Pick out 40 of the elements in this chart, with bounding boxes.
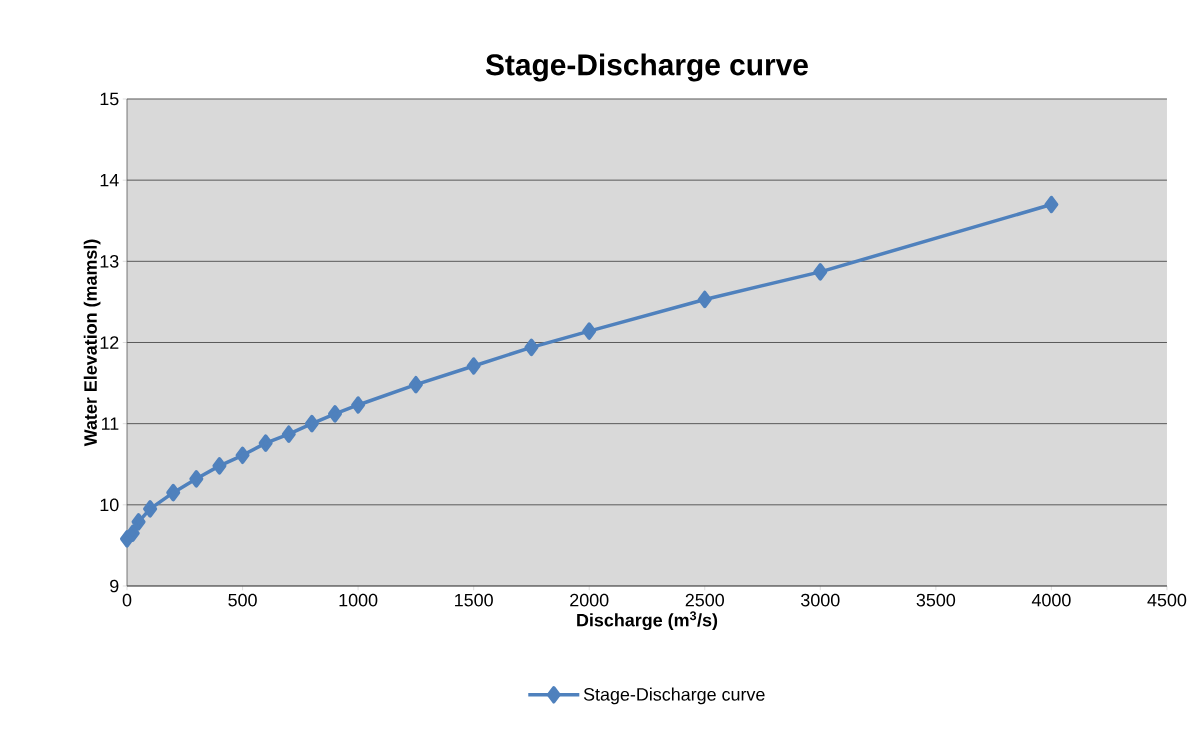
point xyxy=(125,524,140,542)
point xyxy=(235,446,250,465)
x-tick-label: 500 xyxy=(228,593,257,607)
x-axis-title: Discharge (m$^{3}$/s) xyxy=(577,611,718,631)
y-tick-label: 9 xyxy=(110,579,119,593)
point xyxy=(813,263,828,281)
point xyxy=(304,414,319,433)
y-axis-title: Water Elevation (mamsl) xyxy=(83,239,101,447)
chart-title: Stage-Discharge curve xyxy=(485,53,808,82)
x-tick-label: 4500 xyxy=(1147,593,1187,607)
point xyxy=(351,396,366,414)
x-tick-label: 3000 xyxy=(801,593,840,607)
point xyxy=(408,375,423,394)
legend-label: Stage-Discharge curve xyxy=(583,687,765,705)
x-tick-label: 2500 xyxy=(685,593,724,607)
point xyxy=(212,457,227,475)
point xyxy=(131,513,146,531)
x-tick-label: 1500 xyxy=(455,593,493,607)
x-tick-label: 2000 xyxy=(570,593,609,607)
y-tick-label: 12 xyxy=(100,336,119,349)
y-tick-label: 14 xyxy=(100,173,119,187)
point xyxy=(143,500,158,518)
y-tick-label: 15 xyxy=(100,92,119,106)
point xyxy=(524,338,539,357)
point xyxy=(1044,195,1059,214)
point xyxy=(582,322,597,340)
x-tick-label: 3500 xyxy=(916,593,956,607)
point xyxy=(166,483,181,502)
point xyxy=(281,425,296,443)
point xyxy=(189,470,204,488)
point xyxy=(328,405,342,423)
y-tick-label: 13 xyxy=(100,254,119,268)
y-tick-label: 11 xyxy=(101,417,119,430)
point xyxy=(697,290,712,309)
point xyxy=(466,357,481,375)
x-tick-label: 1000 xyxy=(339,593,378,607)
point xyxy=(258,434,273,452)
y-tick-label: 10 xyxy=(100,498,119,512)
x-tick-label: 4000 xyxy=(1031,593,1071,607)
x-tick-label: 0 xyxy=(122,593,132,607)
